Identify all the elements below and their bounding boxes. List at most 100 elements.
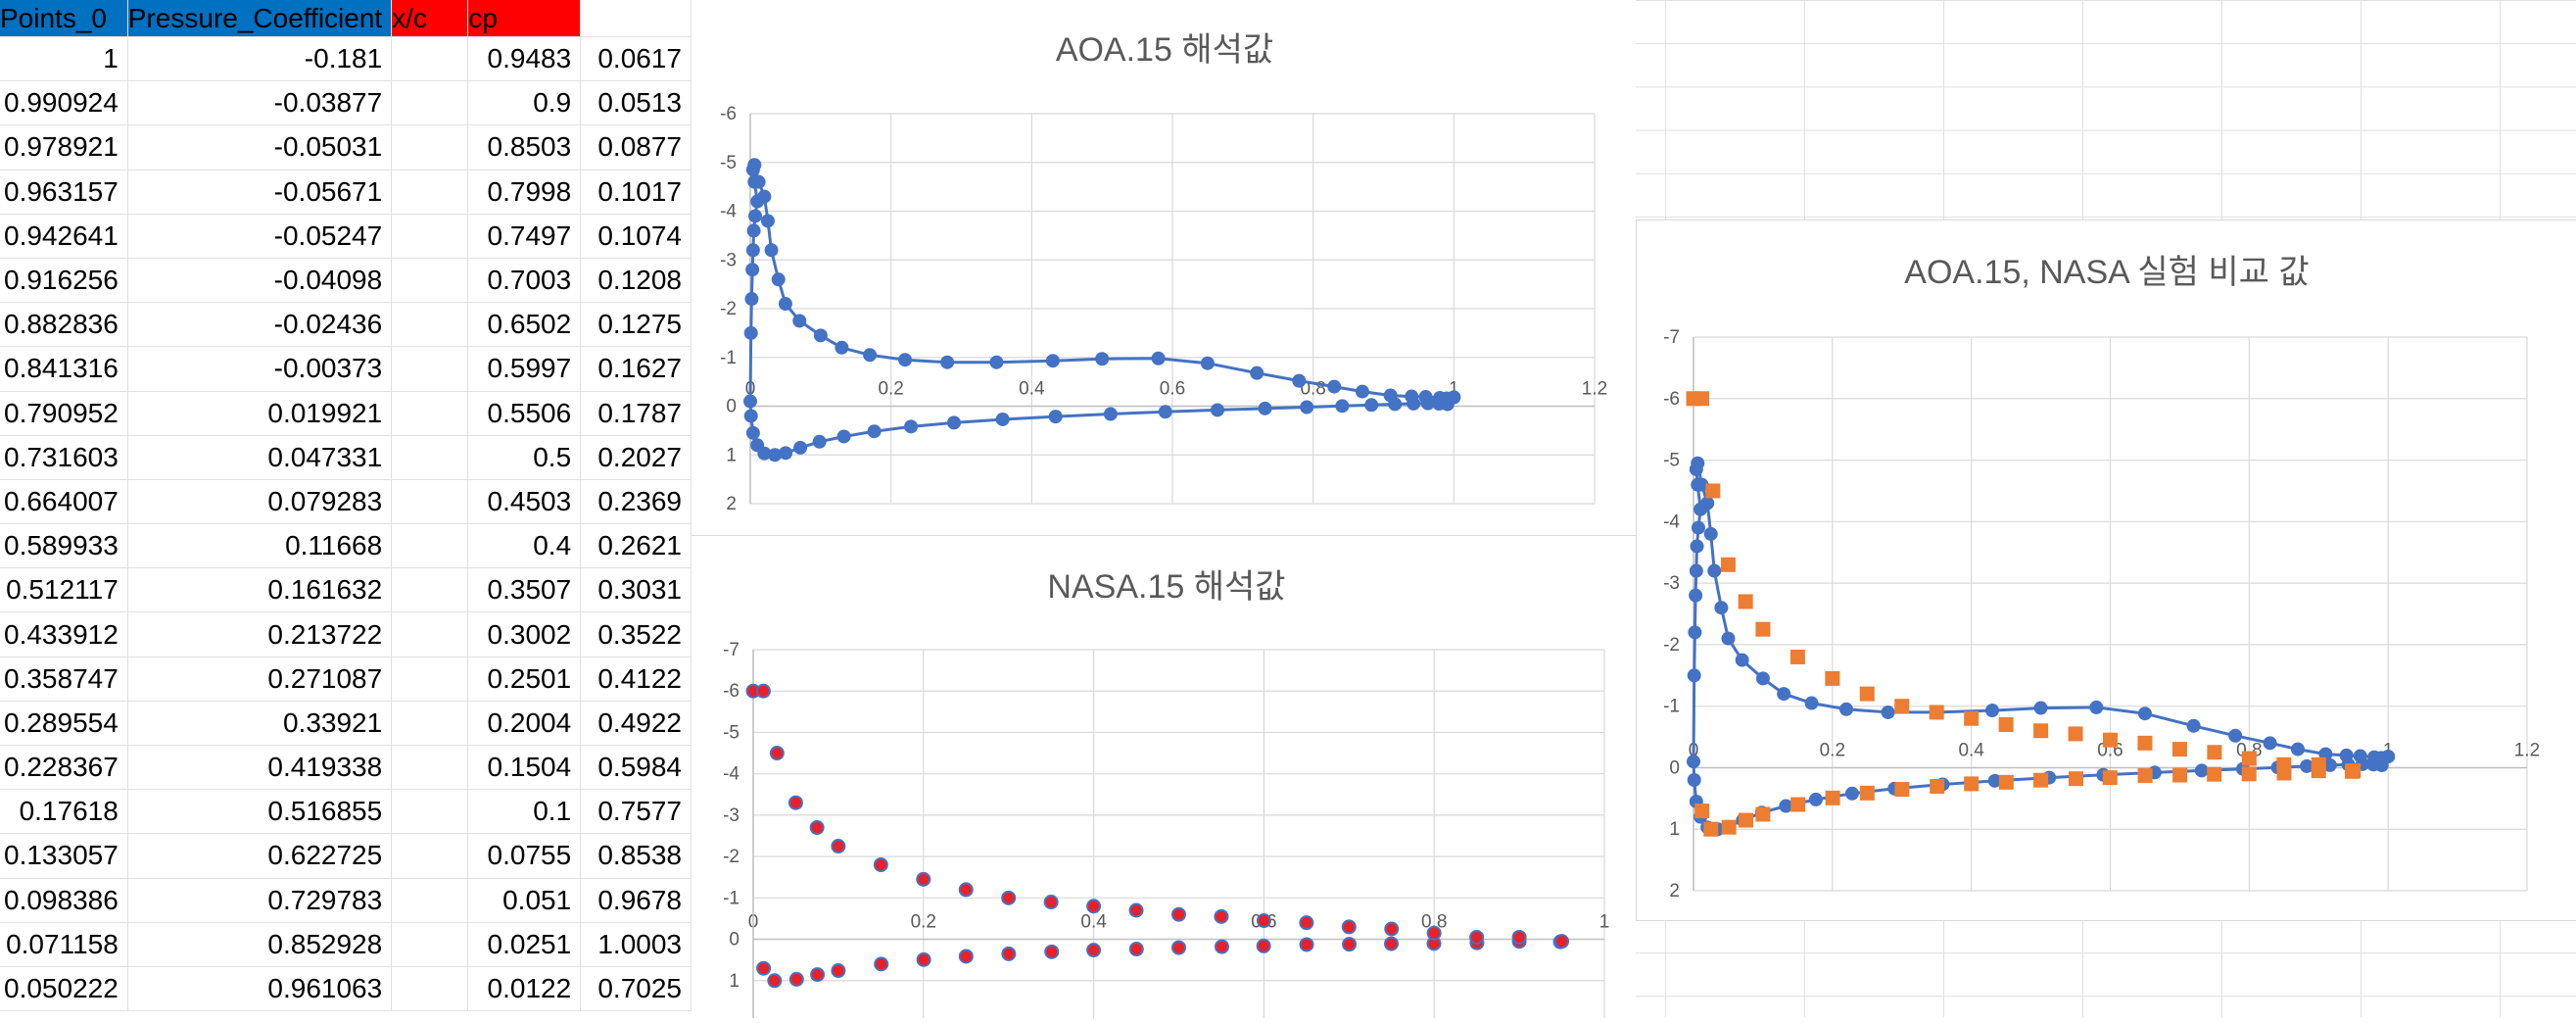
table-cell[interactable]: 0.4122	[580, 657, 692, 702]
table-cell[interactable]: 0.7577	[580, 789, 692, 835]
table-cell[interactable]: 0.622725	[127, 833, 393, 879]
table-cell[interactable]: 0.271087	[127, 657, 393, 702]
table-cell[interactable]: -0.05247	[127, 214, 393, 259]
empty-cell[interactable]	[391, 567, 469, 613]
table-cell[interactable]: 0.433912	[0, 611, 128, 658]
table-cell[interactable]: 0.882836	[0, 302, 128, 348]
spreadsheet-data-range[interactable]: Points_0 Pressure_Coefficient x/c cp 1 -0.181…	[0, 0, 692, 1017]
empty-cell[interactable]	[391, 346, 469, 392]
table-cell[interactable]: 0.228367	[0, 745, 128, 791]
empty-cell[interactable]	[391, 80, 469, 126]
table-cell[interactable]: 0.512117	[0, 567, 128, 613]
table-cell[interactable]: 0.047331	[127, 435, 393, 480]
empty-cell[interactable]	[391, 302, 469, 348]
table-cell[interactable]: 0.1627	[580, 346, 692, 392]
table-cell[interactable]: 0.3031	[580, 567, 692, 613]
empty-cell[interactable]	[391, 745, 469, 791]
table-cell[interactable]: -0.05031	[127, 124, 393, 170]
header-points[interactable]: Points_0	[0, 0, 128, 37]
table-cell[interactable]: 0.050222	[0, 966, 128, 1012]
chart-nasa15[interactable]: NASA.15 해석값-7-6-5-4-3-2-10100.20.40.60.8…	[692, 535, 1636, 1022]
table-cell[interactable]: 0.4922	[580, 701, 692, 747]
table-cell[interactable]: 0.589933	[0, 523, 128, 569]
empty-cell[interactable]	[391, 789, 469, 835]
empty-cell[interactable]	[391, 124, 469, 170]
table-cell[interactable]: 0.7025	[580, 966, 692, 1012]
table-cell[interactable]: 1	[0, 36, 128, 82]
table-cell[interactable]: 0.3522	[580, 611, 692, 658]
table-cell[interactable]: 0.1504	[467, 745, 582, 791]
table-cell[interactable]: 0.4	[467, 523, 582, 569]
table-cell[interactable]: 0.7003	[467, 258, 582, 304]
table-cell[interactable]: 0.051	[467, 878, 582, 923]
empty-cell[interactable]	[391, 701, 469, 747]
table-cell[interactable]: 0.990924	[0, 80, 128, 126]
empty-cell[interactable]	[391, 170, 469, 215]
empty-cell[interactable]	[391, 258, 469, 304]
table-cell[interactable]: 0.852928	[127, 922, 393, 967]
table-cell[interactable]: 0.098386	[0, 878, 128, 923]
table-cell[interactable]: 0.7497	[467, 214, 582, 259]
empty-cell[interactable]	[580, 0, 692, 37]
empty-cell[interactable]	[391, 966, 469, 1012]
table-cell[interactable]: 0.8503	[467, 124, 582, 170]
table-cell[interactable]: 0.8538	[580, 833, 692, 879]
table-cell[interactable]: 0.419338	[127, 745, 393, 791]
table-cell[interactable]: 0.5506	[467, 391, 582, 436]
table-cell[interactable]: 0.0877	[580, 124, 692, 170]
header-xc[interactable]: x/c	[391, 0, 469, 37]
table-cell[interactable]: -0.181	[127, 36, 393, 82]
table-cell[interactable]: 0.019921	[127, 391, 393, 436]
table-cell[interactable]: 0.5997	[467, 346, 582, 392]
header-pressure-coefficient[interactable]: Pressure_Coefficient	[127, 0, 393, 37]
table-cell[interactable]: 0.11668	[127, 523, 393, 569]
table-cell[interactable]: 0.071158	[0, 922, 128, 967]
table-cell[interactable]: -0.02436	[127, 302, 393, 348]
empty-cell[interactable]	[391, 833, 469, 879]
table-cell[interactable]: 0.0617	[580, 36, 692, 82]
table-cell[interactable]: 0.664007	[0, 479, 128, 525]
empty-cell[interactable]	[391, 479, 469, 525]
empty-cell[interactable]	[391, 214, 469, 259]
table-cell[interactable]: 0.731603	[0, 435, 128, 480]
table-cell[interactable]: -0.03877	[127, 80, 393, 126]
table-cell[interactable]: -0.00373	[127, 346, 393, 392]
table-cell[interactable]: 0.841316	[0, 346, 128, 392]
table-cell[interactable]: 0.2004	[467, 701, 582, 747]
table-cell[interactable]: 0.079283	[127, 479, 393, 525]
table-cell[interactable]: 0.9483	[467, 36, 582, 82]
table-cell[interactable]: 0.516855	[127, 789, 393, 835]
table-cell[interactable]: 0.1	[467, 789, 582, 835]
table-cell[interactable]: 0.0755	[467, 833, 582, 879]
table-cell[interactable]: 0.213722	[127, 611, 393, 658]
empty-cell[interactable]	[391, 391, 469, 436]
empty-cell[interactable]	[391, 922, 469, 967]
table-cell[interactable]: 0.942641	[0, 214, 128, 259]
table-cell[interactable]: 0.0251	[467, 922, 582, 967]
table-cell[interactable]: 0.33921	[127, 701, 393, 747]
table-cell[interactable]: 0.5	[467, 435, 582, 480]
table-cell[interactable]: 0.1275	[580, 302, 692, 348]
table-cell[interactable]: 0.17618	[0, 789, 128, 835]
chart-comparison[interactable]: AOA.15, NASA 실험 비교 값-7-6-5-4-3-2-101200.…	[1636, 219, 2576, 921]
table-cell[interactable]: 0.2369	[580, 479, 692, 525]
chart-aoa15[interactable]: AOA.15 해석값-6-5-4-3-2-101200.20.40.60.811…	[692, 0, 1636, 535]
table-cell[interactable]: 0.289554	[0, 701, 128, 747]
table-cell[interactable]: 0.358747	[0, 657, 128, 702]
table-cell[interactable]: 0.3507	[467, 567, 582, 613]
table-cell[interactable]: 0.963157	[0, 170, 128, 215]
table-cell[interactable]: 0.9	[467, 80, 582, 126]
table-cell[interactable]: 0.1074	[580, 214, 692, 259]
table-cell[interactable]: 0.916256	[0, 258, 128, 304]
empty-cell[interactable]	[391, 435, 469, 480]
table-cell[interactable]: -0.04098	[127, 258, 393, 304]
table-cell[interactable]: 0.961063	[127, 966, 393, 1012]
table-cell[interactable]: 0.6502	[467, 302, 582, 348]
table-cell[interactable]: 0.4503	[467, 479, 582, 525]
header-cp[interactable]: cp	[467, 0, 582, 37]
table-cell[interactable]: 0.0513	[580, 80, 692, 126]
table-cell[interactable]: 0.1208	[580, 258, 692, 304]
table-cell[interactable]: 0.2621	[580, 523, 692, 569]
table-cell[interactable]: 0.133057	[0, 833, 128, 879]
table-cell[interactable]: 0.978921	[0, 124, 128, 170]
